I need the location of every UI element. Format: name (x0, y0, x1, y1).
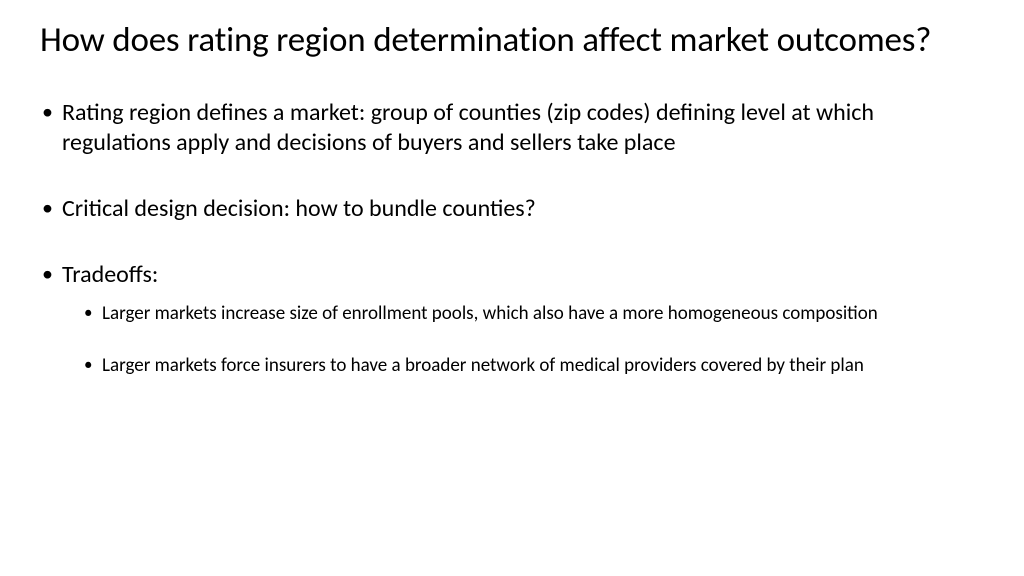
slide: How does rating region determination aff… (0, 0, 1024, 576)
bullet-text: Critical design decision: how to bundle … (62, 194, 536, 223)
sub-list-item: Larger markets increase size of enrollme… (62, 302, 984, 326)
list-item: Tradeoffs: Larger markets increase size … (40, 260, 984, 378)
bullet-text: Rating region defines a market: group of… (62, 98, 874, 157)
list-item: Critical design decision: how to bundle … (40, 194, 984, 224)
sub-list-item: Larger markets force insurers to have a … (62, 354, 984, 378)
sub-bullet-text: Larger markets increase size of enrollme… (102, 302, 878, 325)
bullet-list: Rating region defines a market: group of… (40, 98, 984, 378)
sub-bullet-list: Larger markets increase size of enrollme… (62, 302, 984, 378)
slide-title: How does rating region determination aff… (40, 20, 984, 60)
bullet-text: Tradeoffs: (62, 260, 158, 289)
sub-bullet-text: Larger markets force insurers to have a … (102, 354, 864, 377)
list-item: Rating region defines a market: group of… (40, 98, 984, 158)
